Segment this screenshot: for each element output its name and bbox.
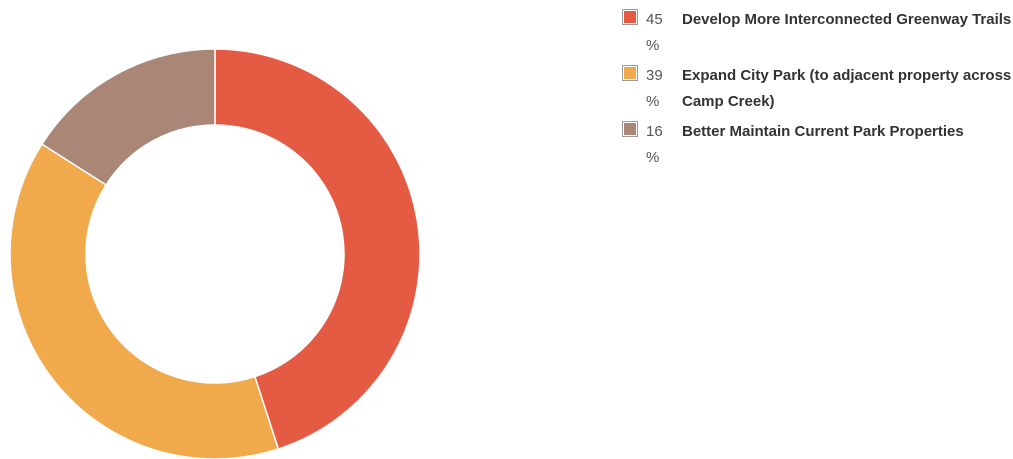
legend-percent: 39 % [646,67,663,110]
legend-item-expand-city-park[interactable]: 39 % Expand City Park (to adjacent prope… [622,63,1012,115]
legend-item-greenway-trails[interactable]: 45 % Develop More Interconnected Greenwa… [622,7,1012,59]
donut-chart [9,48,421,459]
legend-item-maintain-parks[interactable]: 16 % Better Maintain Current Park Proper… [622,119,1010,171]
legend-percent: 16 % [646,123,663,166]
legend-swatch [622,9,638,25]
legend-label: Better Maintain Current Park Properties [682,123,964,140]
legend-swatch [622,65,638,81]
slice-greenway-trails[interactable] [214,48,421,450]
legend-label: Expand City Park (to adjacent property a… [682,67,1012,110]
legend-swatch [622,121,638,137]
chart-legend: 45 % Develop More Interconnected Greenwa… [622,7,1012,175]
slice-expand-city-park[interactable] [9,143,280,459]
legend-percent: 45 % [646,11,663,54]
slice-maintain-parks[interactable] [40,48,216,186]
legend-label: Develop More Interconnected Greenway Tra… [682,11,1012,28]
